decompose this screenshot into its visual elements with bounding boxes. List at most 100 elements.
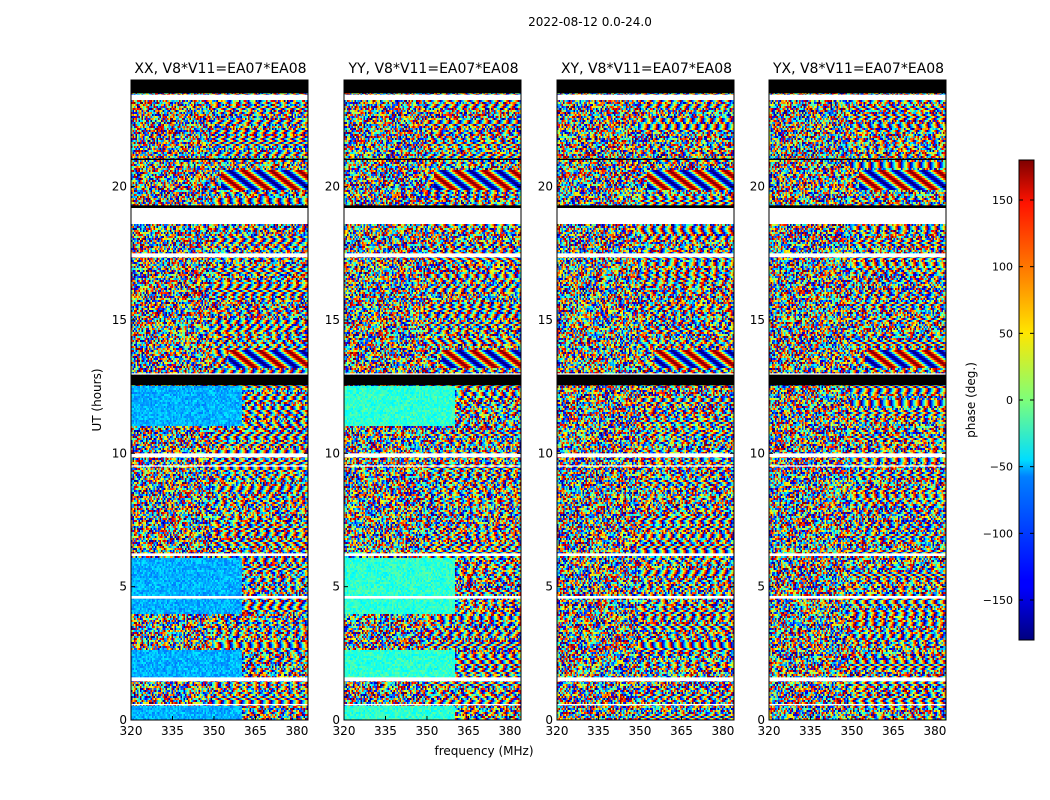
gap-band <box>557 208 734 224</box>
gap-band <box>131 677 308 682</box>
x-tick-label: 365 <box>670 724 693 738</box>
gap-band <box>344 465 521 467</box>
y-tick-label: 5 <box>545 580 553 594</box>
gap-band <box>131 465 308 467</box>
y-tick-label: 10 <box>750 446 765 460</box>
colorbar-ticks: 150 100 50 0 −50 −100 −150 <box>983 194 1034 607</box>
panel-frame <box>556 79 735 721</box>
gap-band <box>344 94 521 100</box>
y-tick-label: 20 <box>112 180 127 194</box>
x-tick-label: 320 <box>758 724 781 738</box>
y-tick-label: 15 <box>112 313 127 327</box>
black-band <box>557 80 734 94</box>
gap-band <box>131 453 308 458</box>
gap-band <box>131 553 308 556</box>
x-tick-label: 320 <box>546 724 569 738</box>
panel-3: XY, V8*V11=EA07*EA08 320 335 350 365 380 0 5 10 1… <box>538 61 735 738</box>
panel-frame <box>343 79 522 721</box>
panel-title: XX, V8*V11=EA07*EA08 <box>134 61 306 77</box>
y-tick-label: 15 <box>325 313 340 327</box>
colorbar-tick-label: −150 <box>983 594 1013 607</box>
y-tick-label: 15 <box>538 313 553 327</box>
gap-band <box>557 453 734 458</box>
x-tick-label: 350 <box>841 724 864 738</box>
y-tick-label: 20 <box>750 180 765 194</box>
x-tick-label: 380 <box>285 724 308 738</box>
x-tick-label: 335 <box>374 724 397 738</box>
black-band <box>344 80 521 94</box>
black-band <box>769 374 946 386</box>
y-tick-label: 5 <box>757 580 765 594</box>
x-tick-label: 350 <box>629 724 652 738</box>
black-band <box>131 374 308 386</box>
gap-band <box>131 94 308 100</box>
panel-title: XY, V8*V11=EA07*EA08 <box>561 61 732 77</box>
gap-band <box>557 373 734 375</box>
gap-band <box>769 208 946 224</box>
gap-band <box>344 677 521 682</box>
panel-title: YX, V8*V11=EA07*EA08 <box>772 61 944 77</box>
x-axis-label: frequency (MHz) <box>434 744 533 758</box>
gap-band <box>131 596 308 599</box>
colorbar-tick-label: 0 <box>1006 394 1013 407</box>
black-band <box>769 158 946 160</box>
y-tick-label: 20 <box>325 180 340 194</box>
gap-band <box>557 704 734 706</box>
black-band <box>557 158 734 160</box>
heatmap-image-2 <box>344 80 521 720</box>
gap-band <box>344 596 521 599</box>
gap-band <box>769 465 946 467</box>
gap-band <box>769 596 946 599</box>
black-band <box>769 205 946 208</box>
black-band <box>557 374 734 386</box>
black-band <box>344 158 521 160</box>
x-tick-label: 365 <box>882 724 905 738</box>
gap-band <box>769 553 946 556</box>
gap-band <box>344 253 521 258</box>
x-tick-label: 320 <box>120 724 143 738</box>
heatmap-image-4 <box>769 80 946 720</box>
gap-band <box>769 704 946 706</box>
colorbar-tick-label: 100 <box>992 261 1013 274</box>
x-tick-label: 350 <box>203 724 226 738</box>
gap-band <box>131 704 308 706</box>
x-tick-label: 335 <box>587 724 610 738</box>
gap-band <box>769 373 946 375</box>
colorbar: 150 100 50 0 −50 −100 −150 phase (deg.) <box>964 159 1035 641</box>
y-axis-label: UT (hours) <box>90 368 104 431</box>
colorbar-tick-label: 50 <box>999 327 1013 340</box>
figure-suptitle: 2022-08-12 0.0-24.0 <box>528 15 652 29</box>
y-tick-label: 15 <box>750 313 765 327</box>
colorbar-tick-label: −100 <box>983 527 1013 540</box>
gap-band <box>131 253 308 258</box>
black-band <box>131 158 308 160</box>
black-band <box>769 80 946 94</box>
gap-band <box>769 453 946 458</box>
black-band <box>344 205 521 208</box>
black-band <box>131 205 308 208</box>
panels-group: XX, V8*V11=EA07*EA08 320 335 350 365 380 0 5 10 1… <box>112 61 947 738</box>
panel-2: YY, V8*V11=EA07*EA08 320 335 350 365 380 0 5 10 1… <box>325 61 522 738</box>
panel-title: YY, V8*V11=EA07*EA08 <box>347 61 518 77</box>
colorbar-tick-label: −50 <box>990 461 1013 474</box>
x-tick-label: 380 <box>498 724 521 738</box>
colorbar-label: phase (deg.) <box>964 362 978 438</box>
x-tick-label: 335 <box>161 724 184 738</box>
gap-band <box>131 373 308 375</box>
gap-band <box>131 208 308 224</box>
x-tick-label: 320 <box>333 724 356 738</box>
heatmap-image-1 <box>131 80 308 720</box>
gap-band <box>769 677 946 682</box>
gap-band <box>557 677 734 682</box>
gap-band <box>344 208 521 224</box>
x-tick-label: 365 <box>457 724 480 738</box>
y-tick-label: 0 <box>545 713 553 727</box>
y-tick-label: 0 <box>332 713 340 727</box>
heatmap-image-3 <box>557 80 734 720</box>
panel-frame <box>130 79 309 721</box>
x-tick-label: 380 <box>923 724 946 738</box>
gap-band <box>769 94 946 100</box>
x-tick-label: 365 <box>244 724 267 738</box>
gap-band <box>557 94 734 100</box>
